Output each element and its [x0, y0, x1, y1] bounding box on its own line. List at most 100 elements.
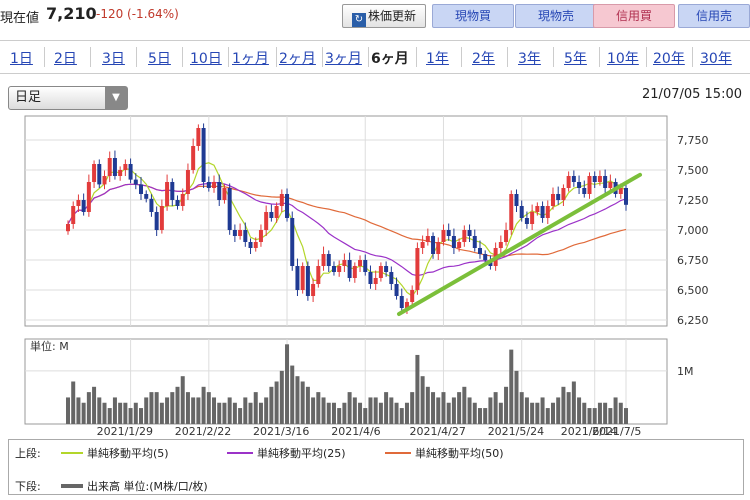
volume-bar	[624, 408, 628, 424]
date-tick-label: 2021/7/5	[592, 425, 641, 438]
volume-bar	[566, 392, 571, 424]
price-tick-label: 6,250	[677, 314, 709, 327]
candle-body	[149, 198, 154, 212]
tab-20y[interactable]: 20年	[653, 51, 685, 67]
candle-body	[92, 164, 97, 182]
cash-buy-button[interactable]: 現物買	[432, 4, 514, 28]
candle-body	[394, 284, 399, 296]
volume-bar	[86, 392, 91, 424]
cash-sell-button[interactable]: 現物売	[515, 4, 597, 28]
volume-bar	[248, 402, 253, 424]
tab-1d[interactable]: 1日	[10, 51, 33, 67]
tab-5y[interactable]: 5年	[564, 51, 587, 67]
tab-1y[interactable]: 1年	[426, 51, 449, 67]
date-tick-label: 2021/3/16	[253, 425, 309, 438]
candle-body	[389, 272, 394, 284]
date-tick-label: 2021/6/14	[561, 425, 617, 438]
legend-upper-label: 上段:	[15, 447, 41, 460]
price-tick-label: 7,250	[677, 194, 709, 207]
candle-body	[425, 236, 430, 242]
ma25-swatch	[227, 452, 253, 454]
volume-bar	[540, 397, 545, 424]
candle-body	[420, 242, 425, 248]
volume-bar	[420, 376, 425, 424]
tab-2d[interactable]: 2日	[54, 51, 77, 67]
candle-body	[483, 254, 488, 260]
volume-bar	[274, 381, 279, 424]
date-tick-label: 2021/2/22	[175, 425, 231, 438]
volume-bar	[222, 402, 227, 424]
volume-bar	[483, 408, 488, 424]
tab-6m[interactable]: 6ヶ月	[371, 51, 409, 67]
refresh-price-button[interactable]: ↻ 株価更新	[342, 4, 426, 28]
candle-period-select[interactable]: 日足 ▼	[8, 86, 128, 110]
volume-bar	[76, 397, 81, 424]
candle-body	[159, 206, 164, 230]
candle-body	[577, 182, 582, 188]
candle-body	[550, 194, 555, 206]
candle-body	[222, 188, 227, 200]
tab-2y[interactable]: 2年	[472, 51, 495, 67]
volume-bar	[514, 370, 519, 424]
tab-10d[interactable]: 10日	[190, 51, 222, 67]
tab-2m[interactable]: 2ヶ月	[279, 51, 316, 67]
candle-body	[462, 230, 467, 242]
volume-bar	[582, 402, 587, 424]
date-tick-label: 2021/1/29	[97, 425, 153, 438]
volume-bar	[316, 392, 321, 424]
volume-bar	[373, 397, 378, 424]
volume-bar	[170, 392, 175, 424]
candle-body	[305, 266, 310, 296]
tab-3y[interactable]: 3年	[518, 51, 541, 67]
candle-body	[566, 176, 571, 188]
margin-buy-button[interactable]: 信用買	[593, 4, 675, 28]
tab-1m[interactable]: 1ヶ月	[232, 51, 269, 67]
volume-bar	[550, 402, 555, 424]
candle-body	[295, 266, 300, 290]
candle-body	[238, 230, 243, 236]
volume-bar	[342, 402, 347, 424]
candle-body	[561, 188, 566, 200]
candle-body	[337, 266, 342, 272]
volume-bar	[159, 402, 164, 424]
volume-bar	[608, 408, 613, 424]
volume-bar	[389, 397, 394, 424]
volume-bar	[457, 392, 462, 424]
candle-body	[597, 176, 602, 182]
volume-bar	[368, 397, 373, 424]
candle-body	[404, 302, 409, 308]
candle-body	[524, 218, 529, 224]
tab-3d[interactable]: 3日	[102, 51, 125, 67]
tab-5d[interactable]: 5日	[148, 51, 171, 67]
candle-body	[410, 290, 415, 302]
volume-bar	[603, 402, 608, 424]
tab-30y[interactable]: 30年	[700, 51, 732, 67]
volume-bar	[201, 386, 206, 424]
refresh-icon: ↻	[351, 13, 366, 27]
price-tick-label: 6,750	[677, 254, 709, 267]
volume-bar	[165, 397, 170, 424]
date-tick-label: 2021/4/27	[409, 425, 465, 438]
candle-body	[530, 212, 535, 224]
candle-body	[384, 266, 389, 272]
volume-bar	[451, 397, 456, 424]
volume-bar	[571, 381, 576, 424]
candle-body	[592, 176, 597, 182]
stock-chart: 7,750 7,500 7,250 7,000 6,750 6,500 6,250 2021/…	[24, 115, 709, 438]
margin-sell-button[interactable]: 信用売	[678, 4, 750, 28]
volume-bar	[394, 402, 399, 424]
candle-body	[504, 230, 509, 242]
tab-3m[interactable]: 3ヶ月	[325, 51, 362, 67]
volume-tick-label: 1M	[677, 365, 694, 378]
candle-body	[107, 158, 112, 176]
volume-bar	[530, 402, 535, 424]
candle-body	[352, 266, 357, 278]
tab-10y[interactable]: 10年	[607, 51, 639, 67]
candle-body	[451, 236, 456, 248]
legend-ma50: 単純移動平均(50)	[415, 447, 504, 460]
candle-body	[170, 182, 175, 200]
candle-body	[431, 236, 436, 254]
candle-body	[180, 194, 185, 206]
candle-body	[290, 218, 295, 266]
candle-body	[227, 188, 232, 230]
